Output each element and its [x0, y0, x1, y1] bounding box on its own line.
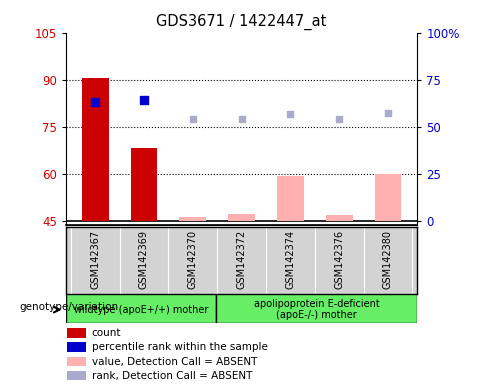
- Bar: [67, 371, 85, 381]
- Point: [335, 116, 343, 122]
- Bar: [217, 294, 417, 323]
- Text: GSM142369: GSM142369: [139, 230, 149, 289]
- Bar: [67, 328, 85, 338]
- Point: [140, 97, 148, 103]
- Title: GDS3671 / 1422447_at: GDS3671 / 1422447_at: [156, 14, 327, 30]
- Bar: [326, 215, 352, 222]
- Bar: [375, 174, 401, 222]
- Text: GSM142374: GSM142374: [285, 230, 295, 289]
- Text: genotype/variation: genotype/variation: [20, 302, 119, 312]
- Text: wildtype (apoE+/+) mother: wildtype (apoE+/+) mother: [74, 305, 208, 314]
- Bar: [228, 214, 255, 222]
- Bar: [67, 357, 85, 366]
- Text: GSM142372: GSM142372: [237, 230, 246, 289]
- Bar: [82, 78, 109, 222]
- Text: GSM142367: GSM142367: [90, 230, 100, 289]
- Bar: [67, 343, 85, 352]
- Text: GSM142380: GSM142380: [383, 230, 393, 289]
- Text: value, Detection Call = ABSENT: value, Detection Call = ABSENT: [92, 356, 257, 366]
- Text: apolipoprotein E-deficient
(apoE-/-) mother: apolipoprotein E-deficient (apoE-/-) mot…: [254, 299, 380, 320]
- Point: [189, 116, 197, 122]
- Text: count: count: [92, 328, 121, 338]
- Bar: [131, 147, 158, 222]
- Bar: [180, 217, 206, 222]
- Bar: [277, 176, 304, 222]
- Text: GSM142370: GSM142370: [188, 230, 198, 289]
- Text: GSM142376: GSM142376: [334, 230, 344, 289]
- Text: percentile rank within the sample: percentile rank within the sample: [92, 342, 267, 352]
- Point: [286, 111, 294, 118]
- Point: [384, 110, 392, 116]
- Point: [238, 116, 245, 122]
- Text: rank, Detection Call = ABSENT: rank, Detection Call = ABSENT: [92, 371, 252, 381]
- Bar: [66, 294, 217, 323]
- Point: [91, 99, 99, 105]
